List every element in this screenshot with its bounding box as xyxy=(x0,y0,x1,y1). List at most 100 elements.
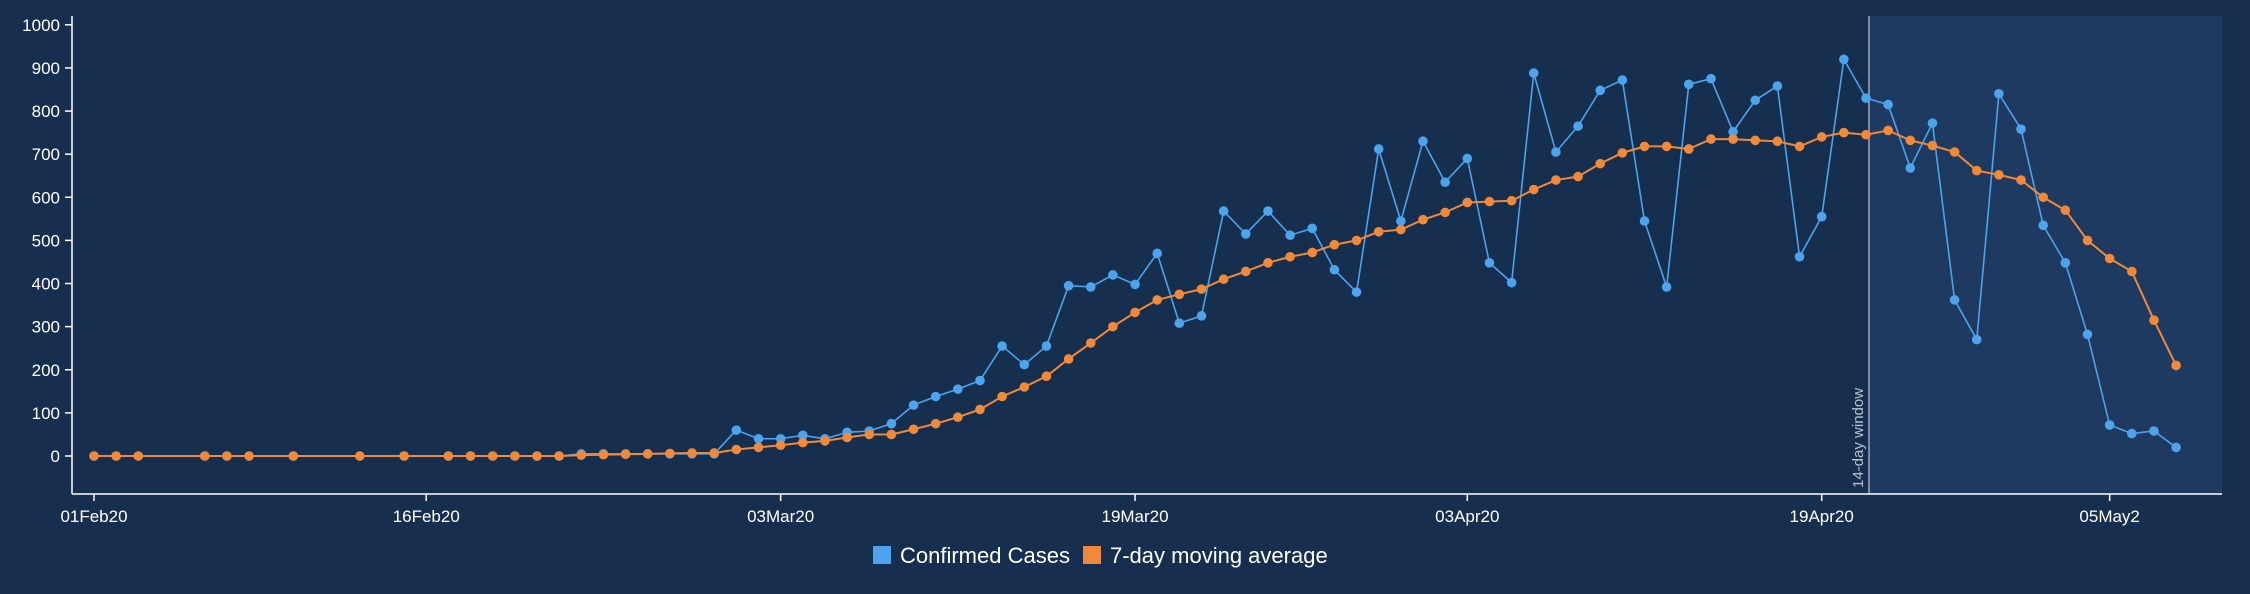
data-point xyxy=(1639,216,1650,226)
data-point xyxy=(731,425,742,435)
data-point xyxy=(1839,54,1849,65)
data-point xyxy=(1307,223,1318,234)
data-point xyxy=(1772,81,1783,91)
data-point xyxy=(1661,141,1672,152)
data-point xyxy=(1994,170,2004,180)
data-point xyxy=(731,444,742,455)
data-point xyxy=(1063,354,1074,364)
y-tick-label: 600 xyxy=(32,188,60,207)
data-point xyxy=(111,451,121,461)
data-point xyxy=(2127,266,2137,277)
data-point xyxy=(1484,196,1495,207)
data-point xyxy=(288,451,299,461)
data-point xyxy=(532,451,542,461)
data-point xyxy=(1927,118,1938,128)
data-point xyxy=(1971,165,1982,176)
data-point xyxy=(930,418,941,429)
data-point xyxy=(753,433,764,444)
y-tick-label: 100 xyxy=(32,404,60,423)
data-point xyxy=(798,430,808,441)
series-confirmed-cases xyxy=(89,54,2181,461)
y-tick-label: 800 xyxy=(32,102,60,121)
data-point xyxy=(244,451,254,461)
data-point xyxy=(554,451,564,461)
data-point xyxy=(443,451,454,461)
data-point xyxy=(1085,282,1096,292)
y-tick-label: 500 xyxy=(32,231,60,250)
data-point xyxy=(1506,277,1517,288)
data-point xyxy=(1794,251,1805,262)
x-tick-label: 03Mar20 xyxy=(747,507,814,526)
data-point xyxy=(1174,289,1185,300)
data-point xyxy=(1617,148,1628,158)
data-point xyxy=(953,412,963,422)
y-tick-label: 700 xyxy=(32,145,60,164)
data-point xyxy=(576,450,587,460)
data-point xyxy=(1706,73,1716,84)
data-point xyxy=(1927,140,1938,151)
data-point xyxy=(1019,382,1030,392)
data-point xyxy=(1684,79,1694,90)
data-point xyxy=(2060,205,2071,216)
x-tick-label: 03Apr20 xyxy=(1435,507,1499,526)
x-tick-label: 19Apr20 xyxy=(1790,507,1854,526)
data-point xyxy=(89,451,99,461)
data-point xyxy=(465,451,476,461)
data-point xyxy=(510,451,520,461)
data-point xyxy=(1484,258,1495,268)
data-point xyxy=(1573,171,1583,182)
series-moving-average xyxy=(89,125,2181,461)
data-point xyxy=(642,449,653,459)
y-tick-label: 200 xyxy=(32,361,60,380)
y-tick-label: 900 xyxy=(32,59,60,78)
data-point xyxy=(355,451,365,461)
data-point xyxy=(1440,177,1450,187)
data-point xyxy=(1196,311,1207,321)
data-point xyxy=(1661,282,1672,292)
data-point xyxy=(1218,206,1229,216)
data-point xyxy=(2082,235,2093,246)
data-point xyxy=(2127,428,2137,439)
data-point xyxy=(1861,93,1871,103)
data-point xyxy=(1883,125,1893,136)
data-point xyxy=(798,437,808,448)
data-point xyxy=(2104,253,2115,264)
data-point xyxy=(886,418,897,429)
data-point xyxy=(598,449,609,460)
data-point xyxy=(1063,280,1074,291)
data-point xyxy=(1905,135,1916,146)
x-axis: 01Feb20 16Feb20 03Mar20 19Mar20 03Apr20 19Apr… xyxy=(60,493,2222,526)
data-point xyxy=(399,451,409,461)
data-point xyxy=(1218,274,1229,285)
data-point xyxy=(222,451,232,461)
data-point xyxy=(1241,229,1251,239)
data-point xyxy=(1285,230,1295,241)
data-point xyxy=(1949,295,1960,305)
data-point xyxy=(1551,147,1561,157)
data-point xyxy=(1130,279,1140,290)
data-point xyxy=(1041,371,1052,382)
data-point xyxy=(1706,134,1716,144)
data-point xyxy=(1285,251,1295,262)
legend-swatch xyxy=(873,546,891,564)
data-point xyxy=(1152,295,1162,305)
data-point xyxy=(665,448,675,459)
data-point xyxy=(1196,284,1207,294)
data-point xyxy=(133,451,144,461)
data-point xyxy=(2038,192,2048,203)
data-point xyxy=(1551,175,1561,185)
window-label: 14-day window xyxy=(1850,388,1867,488)
data-point xyxy=(1750,135,1761,146)
data-point xyxy=(1905,163,1916,173)
y-tick-label: 300 xyxy=(32,318,60,337)
data-point xyxy=(2016,175,2026,185)
data-point xyxy=(2016,124,2026,134)
data-point xyxy=(1373,144,1384,154)
data-point xyxy=(1307,247,1318,258)
data-point xyxy=(2082,329,2093,340)
data-point xyxy=(1772,136,1783,147)
data-point xyxy=(1351,235,1362,246)
data-point xyxy=(1506,195,1517,206)
data-point xyxy=(864,429,875,440)
data-point xyxy=(975,375,985,386)
